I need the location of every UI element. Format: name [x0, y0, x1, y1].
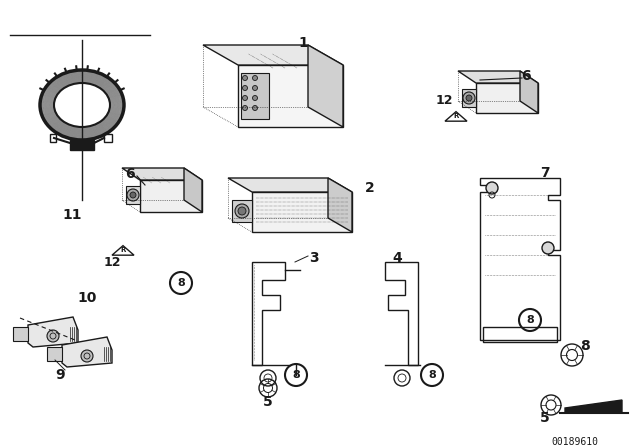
Bar: [232, 200, 252, 222]
Bar: [47, 347, 62, 361]
Text: 5: 5: [540, 411, 550, 425]
Polygon shape: [476, 83, 538, 113]
Polygon shape: [28, 317, 78, 347]
Text: R: R: [120, 247, 125, 253]
Circle shape: [130, 192, 136, 198]
Circle shape: [243, 95, 248, 100]
Bar: [70, 140, 94, 150]
Text: 12: 12: [103, 255, 121, 268]
Bar: [13, 327, 28, 341]
Circle shape: [81, 350, 93, 362]
Circle shape: [466, 95, 472, 101]
Text: R: R: [453, 113, 459, 119]
Circle shape: [253, 86, 257, 90]
Circle shape: [243, 76, 248, 81]
Text: 4: 4: [392, 251, 402, 265]
Text: 10: 10: [77, 291, 97, 305]
Polygon shape: [140, 180, 202, 212]
Polygon shape: [228, 178, 352, 192]
Text: 5: 5: [263, 395, 273, 409]
Polygon shape: [520, 71, 538, 113]
Circle shape: [127, 189, 139, 201]
Ellipse shape: [54, 83, 110, 127]
Bar: [241, 73, 269, 119]
Polygon shape: [62, 337, 112, 367]
Text: 12: 12: [435, 94, 452, 107]
Circle shape: [235, 204, 249, 218]
Text: 7: 7: [540, 166, 550, 180]
Circle shape: [243, 105, 248, 111]
Bar: [50, 134, 56, 142]
Text: 3: 3: [309, 251, 319, 265]
Text: 6: 6: [521, 69, 531, 83]
Circle shape: [243, 86, 248, 90]
Polygon shape: [308, 45, 343, 127]
Bar: [126, 186, 140, 204]
Polygon shape: [565, 400, 622, 413]
Polygon shape: [203, 45, 343, 65]
Text: 8: 8: [580, 339, 590, 353]
Circle shape: [486, 182, 498, 194]
Text: 9: 9: [55, 368, 65, 382]
Polygon shape: [458, 71, 538, 83]
Polygon shape: [252, 192, 352, 232]
Circle shape: [253, 105, 257, 111]
Circle shape: [253, 76, 257, 81]
Polygon shape: [184, 168, 202, 212]
Polygon shape: [238, 65, 343, 127]
Text: 6: 6: [125, 167, 135, 181]
Circle shape: [47, 330, 59, 342]
Bar: [462, 89, 476, 107]
Text: 8: 8: [428, 370, 436, 380]
Circle shape: [542, 242, 554, 254]
Text: 1: 1: [298, 36, 308, 50]
Text: 8: 8: [177, 278, 185, 288]
Circle shape: [238, 207, 246, 215]
Bar: [104, 134, 112, 142]
Polygon shape: [122, 168, 202, 180]
Text: 8: 8: [526, 315, 534, 325]
Circle shape: [253, 95, 257, 100]
Circle shape: [463, 92, 475, 104]
Text: 8: 8: [292, 370, 300, 380]
Text: 00189610: 00189610: [552, 437, 598, 447]
Bar: [483, 327, 557, 342]
Polygon shape: [328, 178, 352, 232]
Text: 11: 11: [62, 208, 82, 222]
Text: 2: 2: [365, 181, 375, 195]
